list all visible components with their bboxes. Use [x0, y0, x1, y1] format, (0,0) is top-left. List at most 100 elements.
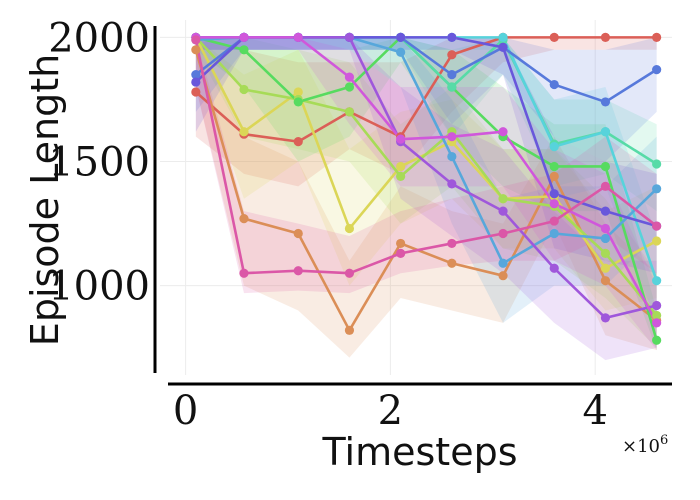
series-12-point-8	[600, 181, 611, 191]
series-1-band	[195, 37, 657, 358]
series-8-point-9	[652, 65, 662, 75]
series-1-point-7	[549, 171, 559, 181]
series-3-point-4	[396, 171, 406, 181]
series-12-line	[194, 39, 658, 275]
series-10-point-5	[447, 179, 457, 189]
x-tick-label-1: 2	[378, 388, 403, 434]
series-0-point-2	[293, 137, 303, 147]
series-11-point-8	[600, 223, 611, 234]
series-10-band	[195, 37, 657, 361]
series-9-point-5	[447, 32, 457, 42]
series-11-point-3	[344, 72, 355, 82]
series-0-band	[195, 37, 657, 187]
series-2-point-9	[652, 236, 662, 246]
series-7-band	[195, 37, 657, 323]
series-6-band	[195, 37, 657, 323]
series-7-point-5	[447, 151, 457, 162]
series-markers	[191, 32, 662, 345]
y-tick-label-0: 1000	[48, 264, 150, 310]
series-1-point-2	[293, 228, 303, 239]
series-10-point-9	[652, 300, 662, 311]
series-4-point-3	[344, 82, 355, 92]
series-6-point-8	[600, 127, 611, 137]
series-1-point-3	[344, 325, 355, 335]
series-5-point-9	[652, 159, 662, 169]
series-9-band	[195, 37, 657, 274]
series-8-point-5	[447, 70, 457, 80]
series-12-point-1	[239, 268, 249, 278]
x-axis-title: Timesteps	[322, 430, 518, 474]
series-1-point-8	[600, 276, 611, 286]
x-tick-label-0: 0	[173, 388, 198, 434]
series-12-point-7	[549, 216, 559, 226]
series-9-point-8	[600, 206, 611, 216]
series-8-point-8	[600, 97, 611, 107]
series-11-point-5	[447, 132, 457, 142]
series-11-line	[195, 36, 658, 324]
series-12-point-9	[652, 221, 662, 231]
x-tick-label-2: 4	[582, 388, 607, 434]
series-12-band	[195, 37, 657, 294]
series-10-point-8	[600, 313, 611, 323]
series-5-point-5	[447, 82, 457, 92]
series-3-point-9	[652, 310, 662, 321]
series-2-point-8	[600, 263, 611, 273]
series-12-point-0	[191, 35, 201, 45]
confidence-bands	[195, 37, 657, 361]
series-4-point-9	[652, 335, 662, 345]
series-0-point-5	[447, 50, 457, 60]
series-0-point-9	[652, 32, 662, 42]
series-4-point-8	[600, 161, 611, 172]
series-3-point-3	[344, 107, 355, 117]
series-11-point-7	[549, 199, 559, 209]
series-12-point-2	[293, 266, 303, 276]
series-10-point-7	[549, 263, 559, 273]
series-3-band	[195, 37, 657, 348]
series-3-point-6	[498, 194, 508, 204]
y-axis-title: Episode Length	[23, 54, 67, 346]
x-axis-exponent-power: 6	[660, 433, 668, 448]
series-1-point-5	[447, 258, 457, 268]
series-8-point-7	[549, 79, 559, 90]
series-lines	[194, 36, 658, 341]
y-tick-label-1: 1500	[48, 140, 150, 186]
series-6-point-9	[652, 276, 662, 286]
series-2-point-4	[396, 161, 406, 172]
x-axis-exponent: ×106	[622, 433, 668, 457]
y-tick-label-2: 2000	[48, 15, 150, 61]
series-0-line	[194, 36, 657, 143]
series-3-point-8	[600, 248, 611, 258]
series-11-point-6	[498, 127, 508, 137]
series-0-point-7	[549, 32, 559, 42]
series-3-line	[194, 36, 658, 317]
series-1-point-4	[396, 238, 406, 249]
series-7-point-9	[652, 184, 662, 194]
series-1-point-6	[498, 271, 508, 281]
series-7-point-7	[549, 228, 559, 239]
series-8-band	[195, 37, 657, 162]
series-1-point-0	[191, 45, 201, 55]
series-11-point-1	[239, 32, 249, 42]
series-12-point-4	[396, 248, 406, 258]
series-4-point-7	[549, 161, 559, 172]
series-0-point-0	[191, 87, 201, 97]
series-11-band	[195, 37, 657, 351]
series-4-point-2	[293, 97, 303, 107]
series-1-point-1	[239, 214, 249, 224]
series-10-point-6	[498, 206, 508, 216]
series-12-point-6	[498, 228, 508, 239]
series-7-point-4	[396, 47, 406, 57]
series-7-point-8	[600, 233, 611, 244]
series-10-point-3	[344, 32, 355, 42]
series-9-point-4	[396, 32, 406, 42]
series-7-point-6	[498, 258, 508, 268]
series-9-point-7	[549, 189, 559, 199]
series-9-point-0	[191, 77, 201, 87]
series-2-point-3	[344, 223, 355, 234]
tick-labels: 0 2 4 1000 1500 2000	[48, 15, 608, 434]
series-6-point-6	[498, 32, 508, 42]
series-2-point-2	[293, 87, 303, 97]
series-0-point-8	[600, 32, 611, 42]
